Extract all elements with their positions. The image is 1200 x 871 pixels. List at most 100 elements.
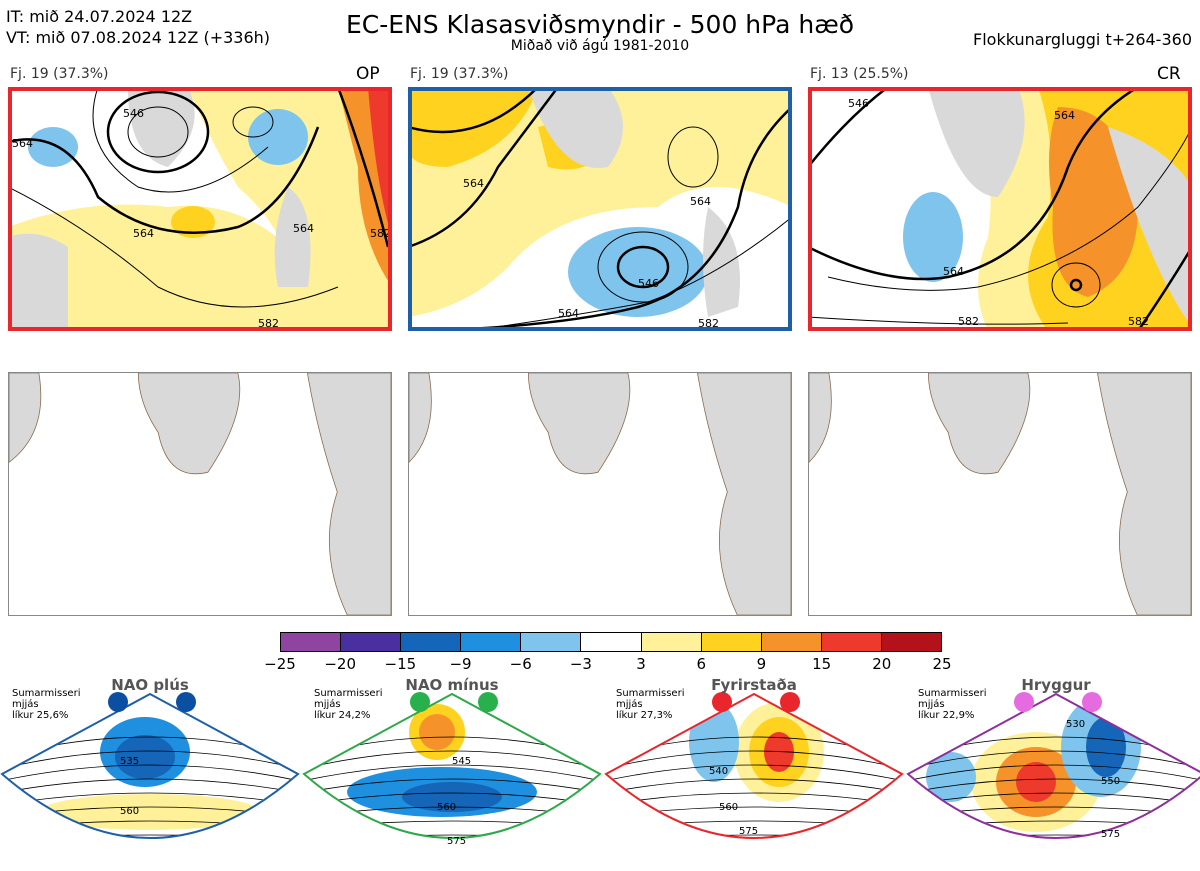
colorbar-tick-label: 6 bbox=[696, 655, 707, 673]
cluster-1-label: Fj. 19 (37.3%) bbox=[10, 66, 109, 82]
contour-label: 582 bbox=[1128, 315, 1149, 328]
cluster-3-frame bbox=[808, 87, 1192, 331]
regime-contour-label: 545 bbox=[452, 756, 471, 767]
colorbar-swatch bbox=[401, 633, 462, 651]
regime-map: 535 560 bbox=[0, 692, 300, 839]
empty-map-2 bbox=[408, 372, 792, 616]
cluster-1-frame bbox=[8, 87, 392, 331]
regime-title: NAO plús bbox=[111, 676, 189, 694]
contour-label: 546 bbox=[638, 277, 659, 290]
page-title: EC-ENS Klasasviðsmyndir - 500 hPa hæð bbox=[345, 10, 855, 39]
regime-meta-line: mjjás bbox=[314, 699, 341, 710]
cluster-2-frame bbox=[408, 87, 792, 331]
regime-dot bbox=[478, 692, 498, 712]
regime-title: Fyrirstaða bbox=[711, 676, 797, 694]
run-info: IT: mið 24.07.2024 12Z VT: mið 07.08.202… bbox=[6, 6, 270, 48]
colorbar-tick-label: 20 bbox=[872, 655, 892, 673]
regime-dot bbox=[1014, 692, 1034, 712]
colorbar-swatch bbox=[461, 633, 522, 651]
colorbar-tick-label: 9 bbox=[756, 655, 767, 673]
cluster-3-map: 546 564 564 582 582 bbox=[808, 87, 1192, 331]
regime-meta-line: líkur 22,9% bbox=[918, 710, 975, 721]
cluster-2-label: Fj. 19 (37.3%) bbox=[410, 66, 509, 82]
regime-contour-label: 530 bbox=[1066, 719, 1085, 730]
regime-meta-line: mjjás bbox=[918, 699, 945, 710]
regime-map: 530 550 575 bbox=[906, 692, 1200, 840]
cluster-1-tag: OP bbox=[356, 64, 380, 84]
contour-label: 564 bbox=[463, 177, 484, 190]
empty-map-3 bbox=[808, 372, 1192, 616]
colorbar bbox=[280, 632, 942, 652]
regime-meta-line: mjjás bbox=[12, 699, 39, 710]
colorbar-swatch bbox=[281, 633, 342, 651]
regime-title: Hryggur bbox=[1021, 676, 1091, 694]
contour-label: 546 bbox=[123, 107, 144, 120]
regime-map: 545 560 575 bbox=[302, 692, 602, 847]
cluster-1-map: 546 564 564 564 582 582 bbox=[8, 87, 392, 331]
colorbar-tick-label: 3 bbox=[636, 655, 646, 673]
regime-meta-line: líkur 27,3% bbox=[616, 710, 673, 721]
colorbar-swatch bbox=[521, 633, 582, 651]
contour-label: 564 bbox=[133, 227, 154, 240]
regime-dot bbox=[1082, 692, 1102, 712]
classification-window: Flokkunargluggi t+264-360 bbox=[973, 30, 1192, 49]
contour-label: 564 bbox=[1054, 109, 1075, 122]
valid-time: VT: mið 07.08.2024 12Z (+336h) bbox=[6, 28, 271, 47]
colorbar-swatch bbox=[881, 633, 942, 651]
contour-label: 546 bbox=[848, 97, 869, 110]
regime-meta-line: mjjás bbox=[616, 699, 643, 710]
colorbar-tick-label: −15 bbox=[384, 655, 417, 673]
colorbar-swatch bbox=[821, 633, 882, 651]
regime-meta-line: Sumarmisseri bbox=[314, 688, 383, 699]
colorbar-tick-label: −9 bbox=[449, 655, 472, 673]
regime-dot bbox=[108, 692, 128, 712]
regime-dot bbox=[780, 692, 800, 712]
regime-meta: Sumarmisseri mjjás líkur 27,3% bbox=[616, 688, 684, 721]
colorbar-tick-label: −20 bbox=[324, 655, 356, 673]
regime-dot bbox=[712, 692, 732, 712]
contour-label: 582 bbox=[370, 227, 391, 240]
cluster-3-tag: CR bbox=[1157, 64, 1181, 84]
colorbar-swatch bbox=[641, 633, 702, 651]
regime-map: 540 560 575 bbox=[604, 692, 904, 839]
cluster-2-map: 564 564 546 564 582 bbox=[408, 87, 792, 331]
contour-label: 564 bbox=[943, 265, 964, 278]
colorbar-tick-label: −25 bbox=[264, 655, 296, 673]
colorbar-swatch bbox=[701, 633, 762, 651]
contour-label: 564 bbox=[690, 195, 711, 208]
colorbar-tick-label: 15 bbox=[812, 655, 832, 673]
regime-contour-label: 575 bbox=[1101, 829, 1120, 840]
contour-label: 564 bbox=[12, 137, 33, 150]
colorbar-tick-label: 25 bbox=[932, 655, 952, 673]
contour-label: 582 bbox=[258, 317, 279, 330]
regime-meta-line: Sumarmisseri bbox=[616, 688, 685, 699]
colorbar-swatch bbox=[761, 633, 822, 651]
contour-label: 564 bbox=[293, 222, 314, 235]
regime-meta-line: Sumarmisseri bbox=[12, 688, 81, 699]
regime-meta: Sumarmisseri mjjás líkur 25,6% bbox=[12, 688, 80, 721]
regime-contour-label: 575 bbox=[447, 836, 466, 847]
regime-dot bbox=[176, 692, 196, 712]
regime-contour-label: 560 bbox=[120, 806, 139, 817]
regime-contour-label: 560 bbox=[719, 802, 738, 813]
regime-meta-line: líkur 24,2% bbox=[314, 710, 371, 721]
contour-label: 582 bbox=[958, 315, 979, 328]
empty-map-1 bbox=[8, 372, 392, 616]
contour-label: 582 bbox=[698, 317, 719, 330]
colorbar-tick-label: −3 bbox=[569, 655, 592, 673]
regime-meta: Sumarmisseri mjjás líkur 24,2% bbox=[314, 688, 382, 721]
colorbar-swatch bbox=[341, 633, 402, 651]
regime-contour-label: 535 bbox=[120, 756, 139, 767]
colorbar-swatch bbox=[581, 633, 642, 651]
regime-contour-label: 550 bbox=[1101, 776, 1120, 787]
regime-contour-label: 575 bbox=[739, 826, 758, 837]
regime-dot bbox=[410, 692, 430, 712]
page-subtitle: Miðað við ágú 1981-2010 bbox=[510, 38, 690, 54]
initial-time: IT: mið 24.07.2024 12Z bbox=[6, 7, 193, 26]
regime-meta: Sumarmisseri mjjás líkur 22,9% bbox=[918, 688, 986, 721]
regime-meta-line: líkur 25,6% bbox=[12, 710, 69, 721]
cluster-3-label: Fj. 13 (25.5%) bbox=[810, 66, 909, 82]
colorbar-tick-label: −6 bbox=[509, 655, 532, 673]
regime-contour-label: 540 bbox=[709, 766, 728, 777]
regime-contour-label: 560 bbox=[437, 802, 456, 813]
